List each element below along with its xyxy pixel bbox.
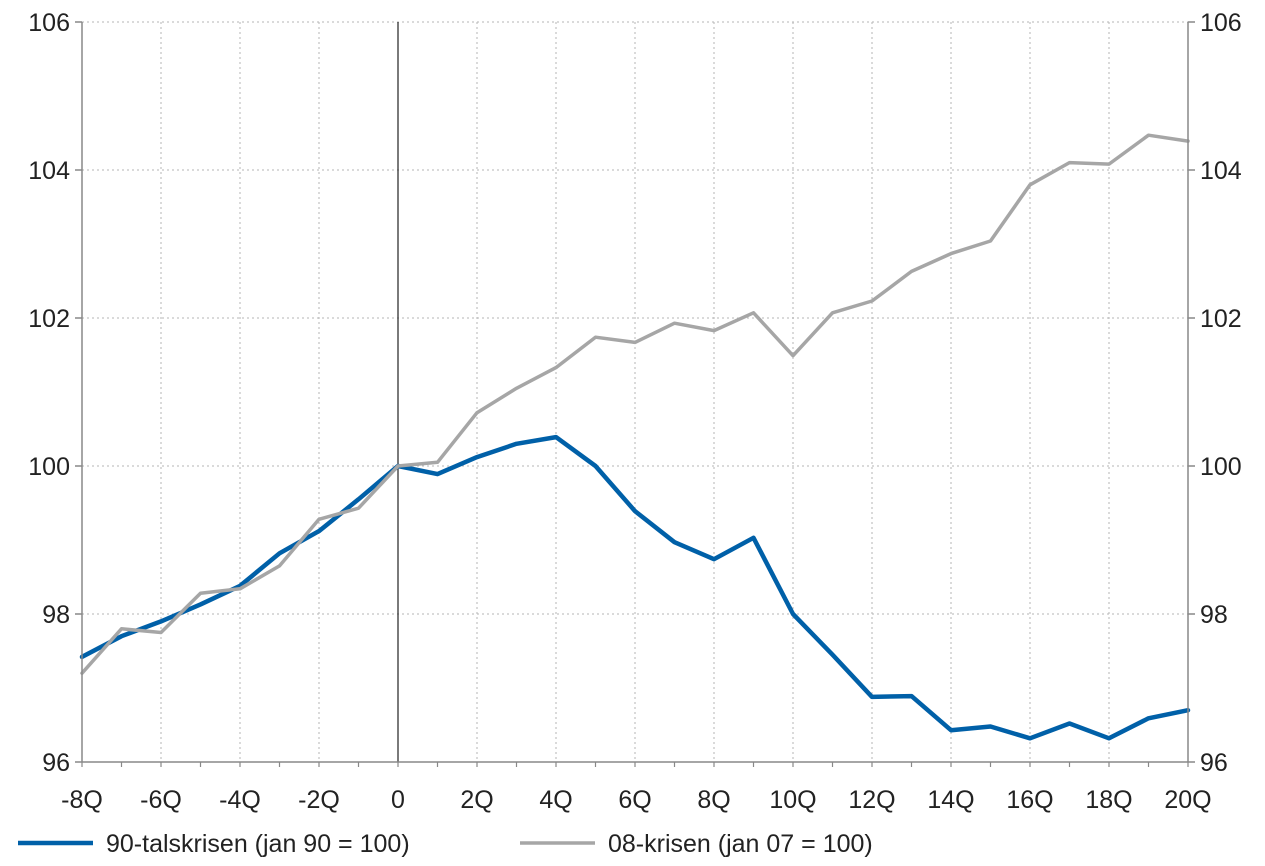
x-tick-label: 6Q: [618, 786, 651, 814]
x-tick-label: 12Q: [848, 786, 895, 814]
x-tick-label: 2Q: [460, 786, 493, 814]
y-tick-label-left: 96: [42, 749, 70, 777]
series-line-2: [80, 133, 1190, 675]
x-tick-label: 18Q: [1085, 786, 1132, 814]
tick-labels: 96 96 98 98 100 100 102 102 104 104 106 106 -8Q -6Q -4…: [28, 9, 1242, 814]
y-tick-label-right: 100: [1200, 453, 1242, 481]
x-tick-label: -6Q: [140, 786, 182, 814]
x-tick-label: -8Q: [61, 786, 103, 814]
legend-label-2: 08-krisen (jan 07 = 100): [608, 830, 873, 858]
y-tick-label-left: 106: [28, 9, 70, 37]
x-tick-label: -2Q: [298, 786, 340, 814]
series-line-1: [79, 434, 1191, 741]
legend-label-1: 90-talskrisen (jan 90 = 100): [106, 830, 410, 858]
y-tick-label-left: 102: [28, 305, 70, 333]
y-tick-label-left: 104: [28, 157, 70, 185]
x-tick-label: 0: [391, 786, 405, 814]
y-tick-label-right: 106: [1200, 9, 1242, 37]
legend: 90-talskrisen (jan 90 = 100) 08-krisen (j…: [18, 830, 873, 858]
y-tick-label-right: 96: [1200, 749, 1228, 777]
x-tick-label: 14Q: [927, 786, 974, 814]
y-tick-label-left: 98: [42, 601, 70, 629]
y-tick-label-left: 100: [28, 453, 70, 481]
x-tick-label: 8Q: [697, 786, 730, 814]
series-layer: [79, 133, 1191, 741]
y-tick-label-right: 98: [1200, 601, 1228, 629]
y-tick-label-right: 102: [1200, 305, 1242, 333]
y-tick-label-right: 104: [1200, 157, 1242, 185]
axes: [75, 21, 1195, 767]
x-tick-label: 10Q: [769, 786, 816, 814]
x-tick-label: 16Q: [1006, 786, 1053, 814]
x-tick-label: -4Q: [219, 786, 261, 814]
x-tick-label: 4Q: [539, 786, 572, 814]
grid: [82, 21, 1188, 762]
x-tick-label: 20Q: [1164, 786, 1211, 814]
